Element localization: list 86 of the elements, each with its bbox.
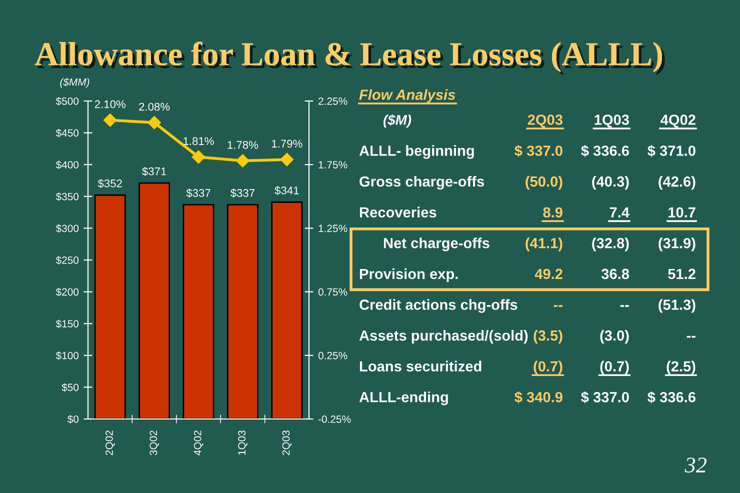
category-label: 4Q02 — [660, 114, 696, 128]
text: 32 — [684, 458, 707, 473]
category-label: Loans securitized — [360, 360, 482, 372]
y-axis-title: ($MM) — [60, 78, 90, 88]
point — [280, 152, 294, 166]
x-tick-label: 3Q02 — [150, 430, 159, 456]
category-label: Credit actions chg-offs — [360, 299, 518, 313]
text: $ 337.0 — [514, 144, 562, 157]
data-label: 1.81% — [184, 137, 214, 146]
y2-tick-label: 0.25% — [318, 352, 348, 360]
y-tick-label: $150 — [56, 320, 79, 328]
chart-title: Allowance for Loan & Lease Losses (ALLL) — [34, 42, 665, 76]
y2-tick-label: 1.75% — [318, 161, 348, 168]
text: 8.9 — [543, 207, 562, 218]
text: (0.7) — [534, 360, 562, 374]
y-tick-label: $300 — [56, 224, 79, 233]
category-label: Assets purchased/(sold) — [359, 330, 528, 344]
text: (41.1) — [526, 238, 562, 252]
category-label: ALLL- beginning — [359, 145, 474, 159]
y2-tick-label: 0.75% — [318, 288, 348, 296]
y2-tick-label: 2.25% — [318, 98, 348, 105]
data-label: $341 — [274, 186, 299, 196]
data-label: $337 — [230, 188, 254, 198]
category-label: 2Q03 — [528, 114, 562, 128]
category-label: Net charge-offs — [384, 238, 490, 252]
data-label: $352 — [98, 179, 122, 188]
text: -- — [554, 305, 562, 307]
text: $ 340.9 — [514, 391, 562, 404]
text: (32.8) — [592, 238, 629, 252]
category-label: Gross charge-offs — [360, 176, 484, 190]
x-tick-label: 2Q02 — [106, 430, 115, 456]
y-tick-label: $500 — [56, 97, 79, 106]
y2-tick-label: 1.25% — [318, 224, 348, 232]
x-tick-label: 4Q02 — [194, 430, 204, 456]
bar — [271, 201, 303, 419]
bar — [182, 204, 214, 419]
data-label: 2.10% — [94, 100, 126, 108]
point — [148, 116, 161, 130]
category-label: Recoveries — [360, 206, 436, 218]
y-tick-label: $450 — [56, 128, 79, 138]
text: ($M) — [384, 114, 412, 128]
bar — [94, 194, 126, 419]
bar — [138, 182, 170, 419]
data-label: 2.08% — [139, 102, 170, 111]
point — [104, 113, 117, 127]
text: (42.6) — [658, 176, 696, 190]
data-label: $371 — [142, 166, 166, 176]
text: $ 336.6 — [581, 144, 629, 157]
y2-tick-label: -0.25% — [318, 416, 351, 423]
y-tick-label: $100 — [56, 351, 79, 360]
text: 51.2 — [668, 268, 696, 280]
y-tick-label: $250 — [56, 256, 79, 264]
text: $ 336.6 — [648, 391, 696, 404]
text: (2.5) — [666, 360, 696, 374]
bar — [226, 204, 258, 419]
text: Flow Analysis — [359, 89, 456, 103]
point — [192, 150, 206, 164]
category-label: Provision exp. — [360, 268, 458, 282]
data-label: $337 — [186, 188, 210, 198]
y-tick-label: $350 — [56, 192, 79, 201]
y-tick-label: $400 — [56, 160, 79, 170]
text: $ 337.0 — [581, 391, 629, 404]
text: 7.4 — [610, 207, 630, 218]
x-tick-label: 1Q03 — [238, 430, 248, 455]
y-tick-label: $0 — [68, 415, 79, 424]
text: (3.5) — [534, 330, 562, 344]
text: 49.2 — [534, 268, 562, 280]
text: (0.7) — [600, 360, 629, 374]
text: -- — [686, 336, 696, 338]
text: 36.8 — [601, 268, 630, 280]
text: (3.0) — [600, 330, 629, 344]
x-tick-label: 2Q03 — [282, 430, 292, 456]
text: $ 371.0 — [648, 144, 696, 157]
category-label: ALLL-ending — [359, 392, 448, 406]
text: (51.3) — [658, 299, 696, 313]
y-tick-label: $200 — [56, 288, 79, 296]
y-tick-label: $50 — [62, 383, 79, 392]
data-label: 1.78% — [228, 141, 258, 149]
point — [236, 154, 250, 168]
text: (40.3) — [592, 176, 629, 190]
text: -- — [620, 305, 629, 307]
data-label: 1.79% — [272, 140, 302, 148]
text: 10.7 — [668, 207, 696, 218]
text: (50.0) — [526, 176, 562, 190]
text: (31.9) — [658, 238, 696, 252]
category-label: 1Q03 — [594, 114, 629, 128]
